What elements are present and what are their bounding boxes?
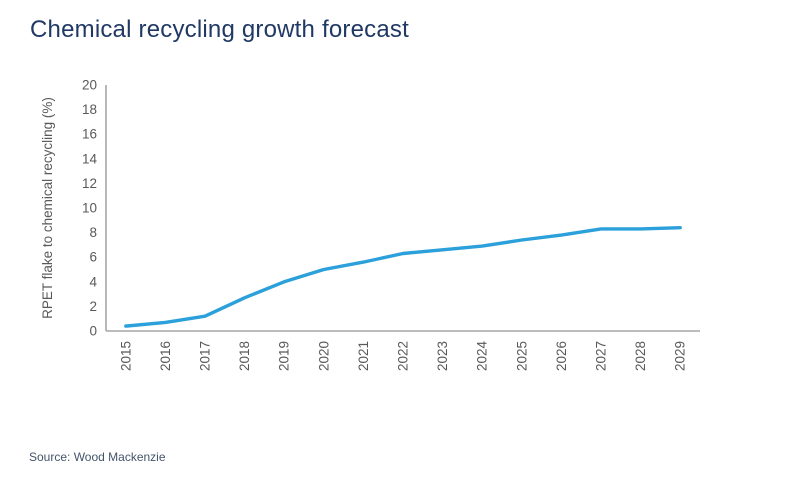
y-tick-label: 14 (82, 151, 98, 166)
chart-title: Chemical recycling growth forecast (30, 16, 409, 43)
x-tick-label: 2016 (158, 341, 173, 371)
y-tick-label: 0 (89, 324, 97, 339)
y-tick-label: 12 (82, 176, 97, 191)
x-tick-label: 2024 (475, 341, 490, 372)
x-tick-label: 2026 (554, 341, 569, 371)
x-tick-label: 2022 (396, 341, 411, 371)
x-tick-label: 2021 (356, 341, 371, 371)
y-tick-label: 20 (82, 78, 97, 93)
source-note: Source: Wood Mackenzie (29, 450, 166, 464)
x-tick-label: 2028 (633, 341, 648, 371)
y-tick-label: 8 (89, 225, 97, 240)
x-tick-label: 2025 (514, 341, 529, 371)
x-tick-label: 2018 (237, 341, 252, 371)
data-line-rpet-chemical-recycling (124, 225, 682, 328)
x-tick-label: 2023 (435, 341, 450, 371)
x-tick-label: 2027 (594, 341, 609, 371)
x-tick-label: 2029 (673, 341, 688, 371)
y-tick-label: 6 (89, 250, 97, 265)
y-tick-label: 16 (82, 127, 97, 142)
y-tick-label: 4 (89, 274, 97, 289)
y-tick-label: 10 (82, 201, 97, 216)
x-tick-label: 2017 (198, 341, 213, 371)
y-tick-label: 2 (89, 299, 97, 314)
y-tick-label: 18 (82, 102, 97, 117)
x-tick-label: 2020 (316, 341, 331, 371)
x-tick-label: 2019 (277, 341, 292, 371)
x-tick-label: 2015 (118, 341, 133, 371)
y-axis-title: RPET flake to chemical recycling (%) (40, 97, 55, 319)
